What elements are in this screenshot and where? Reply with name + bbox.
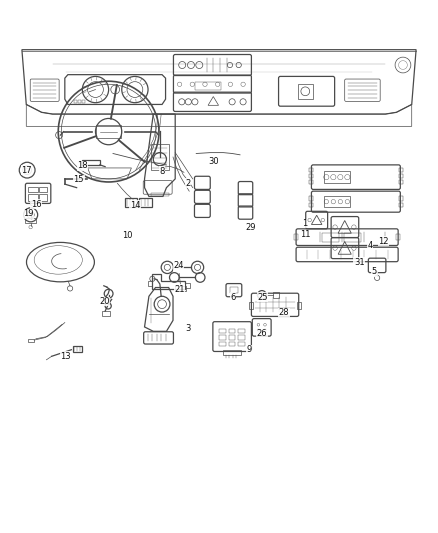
Bar bbox=[238, 335, 245, 340]
Bar bbox=[82, 159, 100, 165]
Bar bbox=[309, 180, 313, 184]
Bar bbox=[148, 280, 152, 286]
Text: 5: 5 bbox=[372, 267, 377, 276]
Text: 13: 13 bbox=[60, 352, 71, 361]
Bar bbox=[238, 342, 245, 346]
Bar bbox=[223, 350, 241, 355]
Text: 2: 2 bbox=[186, 179, 191, 188]
Bar bbox=[229, 342, 235, 346]
Text: 29: 29 bbox=[245, 223, 256, 231]
Bar bbox=[249, 302, 253, 310]
Bar bbox=[139, 198, 152, 207]
Bar bbox=[309, 174, 313, 178]
Bar bbox=[229, 329, 235, 333]
Text: 4: 4 bbox=[367, 241, 373, 250]
Text: 24: 24 bbox=[173, 261, 184, 270]
Bar bbox=[219, 335, 226, 340]
Bar bbox=[229, 335, 235, 340]
Bar bbox=[399, 203, 403, 207]
Bar bbox=[324, 197, 350, 207]
Bar bbox=[309, 203, 313, 207]
Text: 10: 10 bbox=[122, 231, 132, 240]
Bar bbox=[74, 101, 77, 103]
Bar bbox=[28, 194, 38, 201]
Bar bbox=[230, 287, 238, 293]
Text: 6: 6 bbox=[230, 293, 236, 302]
Bar bbox=[309, 197, 313, 201]
Bar bbox=[175, 286, 186, 292]
Bar bbox=[399, 174, 403, 178]
Bar bbox=[78, 101, 81, 103]
Text: 25: 25 bbox=[258, 293, 268, 302]
Bar bbox=[219, 329, 226, 333]
Text: 20: 20 bbox=[99, 297, 110, 306]
Bar bbox=[28, 187, 38, 192]
Text: 3: 3 bbox=[186, 324, 191, 333]
Text: 15: 15 bbox=[74, 175, 84, 184]
Bar bbox=[297, 302, 301, 310]
Bar bbox=[151, 193, 169, 197]
Bar bbox=[399, 197, 403, 201]
Bar bbox=[399, 180, 403, 184]
Bar bbox=[73, 346, 82, 352]
Text: 17: 17 bbox=[21, 166, 32, 175]
Text: 16: 16 bbox=[31, 200, 41, 209]
Text: 9: 9 bbox=[246, 345, 251, 354]
Bar bbox=[102, 311, 110, 316]
Text: 31: 31 bbox=[354, 257, 364, 266]
Text: 19: 19 bbox=[23, 209, 34, 219]
Text: 18: 18 bbox=[77, 161, 88, 170]
Text: 21: 21 bbox=[174, 285, 185, 294]
Bar bbox=[82, 101, 85, 103]
Bar bbox=[151, 144, 169, 170]
Text: 11: 11 bbox=[300, 230, 311, 239]
Bar bbox=[399, 167, 403, 172]
Bar bbox=[344, 233, 361, 241]
Bar bbox=[238, 329, 245, 333]
Bar bbox=[298, 84, 313, 99]
Bar bbox=[219, 342, 226, 346]
Text: 8: 8 bbox=[159, 166, 165, 175]
Bar bbox=[324, 171, 350, 183]
Bar bbox=[322, 233, 339, 241]
Bar bbox=[125, 198, 137, 207]
Bar bbox=[273, 292, 279, 297]
Text: 30: 30 bbox=[208, 157, 219, 166]
Bar bbox=[185, 283, 190, 287]
Text: 28: 28 bbox=[279, 308, 289, 317]
Text: 26: 26 bbox=[257, 328, 267, 337]
Bar bbox=[39, 187, 47, 192]
Bar bbox=[25, 219, 36, 223]
Text: 12: 12 bbox=[378, 237, 389, 246]
Bar bbox=[294, 234, 298, 240]
Text: 14: 14 bbox=[130, 201, 140, 209]
Bar bbox=[195, 82, 221, 90]
Bar bbox=[309, 167, 313, 172]
Text: 1: 1 bbox=[302, 219, 307, 228]
Bar bbox=[39, 194, 47, 201]
Bar bbox=[28, 339, 34, 342]
Bar bbox=[396, 234, 400, 240]
